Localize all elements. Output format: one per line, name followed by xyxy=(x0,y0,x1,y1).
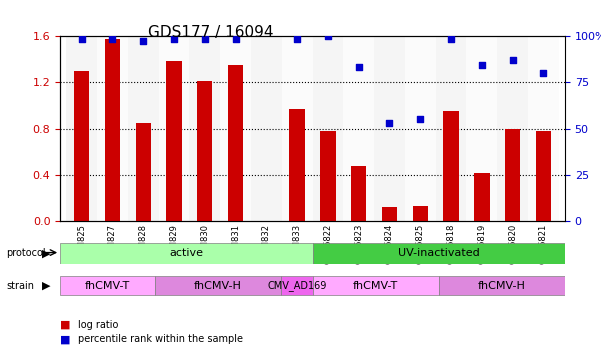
FancyBboxPatch shape xyxy=(313,243,565,264)
Bar xyxy=(282,36,313,221)
Bar xyxy=(251,36,282,221)
Bar xyxy=(436,36,466,221)
Point xyxy=(169,36,179,42)
Bar xyxy=(474,173,490,221)
Point xyxy=(385,120,394,126)
Text: protocol: protocol xyxy=(6,248,46,258)
Point xyxy=(108,36,117,42)
Bar xyxy=(135,123,151,221)
Bar xyxy=(128,36,159,221)
Text: ▶: ▶ xyxy=(42,281,50,291)
FancyBboxPatch shape xyxy=(439,276,565,295)
Text: CMV_AD169: CMV_AD169 xyxy=(267,280,326,291)
Text: log ratio: log ratio xyxy=(78,320,118,330)
Text: ■: ■ xyxy=(60,334,70,344)
Bar xyxy=(444,111,459,221)
Point xyxy=(477,62,487,68)
Point xyxy=(354,64,364,70)
Text: ▶: ▶ xyxy=(42,248,50,258)
Bar xyxy=(374,36,405,221)
Point xyxy=(231,36,240,42)
Bar xyxy=(159,36,189,221)
FancyBboxPatch shape xyxy=(281,276,313,295)
FancyBboxPatch shape xyxy=(155,276,281,295)
Bar xyxy=(505,129,520,221)
Point xyxy=(508,57,517,63)
Bar xyxy=(189,36,220,221)
Bar xyxy=(497,36,528,221)
Bar xyxy=(220,36,251,221)
Bar xyxy=(412,206,428,221)
Point xyxy=(292,36,302,42)
Bar xyxy=(535,131,551,221)
Text: percentile rank within the sample: percentile rank within the sample xyxy=(78,334,243,344)
Bar xyxy=(313,36,343,221)
Bar xyxy=(320,131,335,221)
Text: strain: strain xyxy=(6,281,34,291)
Point xyxy=(138,39,148,44)
Point xyxy=(415,116,425,122)
Bar xyxy=(105,39,120,221)
FancyBboxPatch shape xyxy=(60,243,313,264)
Point xyxy=(538,70,548,76)
FancyBboxPatch shape xyxy=(313,276,439,295)
Text: fhCMV-H: fhCMV-H xyxy=(478,281,526,291)
Bar xyxy=(351,166,367,221)
Bar xyxy=(382,207,397,221)
Point xyxy=(323,33,333,39)
FancyBboxPatch shape xyxy=(60,276,155,295)
Bar xyxy=(290,109,305,221)
Bar xyxy=(228,65,243,221)
Text: fhCMV-H: fhCMV-H xyxy=(194,281,242,291)
Bar xyxy=(166,61,182,221)
Text: fhCMV-T: fhCMV-T xyxy=(353,281,398,291)
Point xyxy=(446,36,456,42)
Bar xyxy=(197,81,213,221)
Bar xyxy=(343,36,374,221)
Bar xyxy=(74,71,90,221)
Bar xyxy=(405,36,436,221)
Bar xyxy=(66,36,97,221)
Text: UV-inactivated: UV-inactivated xyxy=(398,248,480,258)
Bar xyxy=(97,36,128,221)
Text: fhCMV-T: fhCMV-T xyxy=(85,281,130,291)
Bar xyxy=(466,36,497,221)
Text: GDS177 / 16094: GDS177 / 16094 xyxy=(148,25,273,40)
Bar xyxy=(528,36,559,221)
Text: ■: ■ xyxy=(60,320,70,330)
Text: active: active xyxy=(169,248,203,258)
Point xyxy=(200,36,210,42)
Point xyxy=(77,36,87,42)
